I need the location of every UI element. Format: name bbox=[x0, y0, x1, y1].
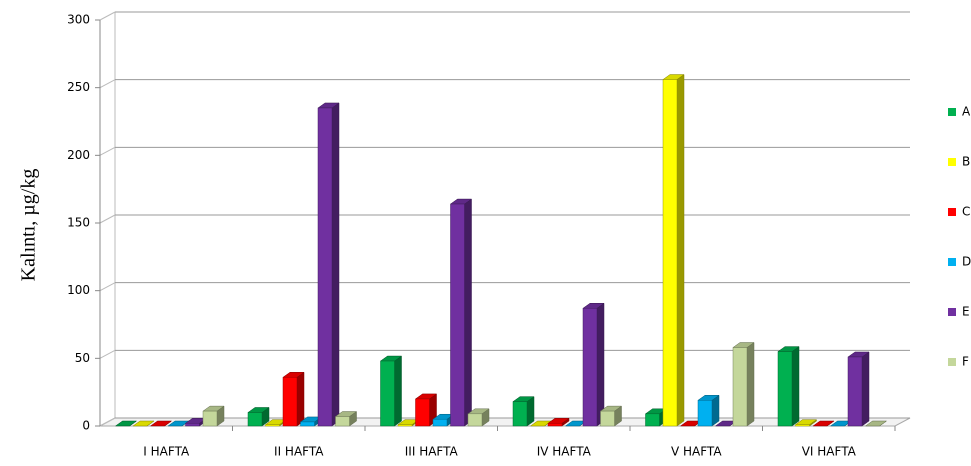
grid-diag bbox=[99, 282, 116, 292]
bar-front bbox=[582, 308, 598, 427]
legend-label: C bbox=[962, 205, 970, 219]
bar bbox=[847, 351, 870, 427]
bar bbox=[732, 342, 755, 427]
bar-top bbox=[114, 420, 138, 427]
bar-front bbox=[202, 410, 218, 427]
bar-front bbox=[282, 377, 298, 427]
bar bbox=[282, 371, 305, 427]
legend-swatch bbox=[948, 308, 956, 316]
bar-top bbox=[864, 420, 888, 427]
bar bbox=[467, 408, 490, 427]
bar-front bbox=[397, 424, 413, 427]
bar-front bbox=[600, 410, 615, 427]
bar bbox=[379, 355, 403, 427]
legend-label: E bbox=[962, 305, 970, 319]
bar-front bbox=[432, 418, 448, 427]
bar-front bbox=[732, 347, 748, 427]
bar-top bbox=[812, 420, 835, 427]
grid-diag bbox=[99, 146, 116, 156]
grid-diag bbox=[99, 349, 116, 359]
bar-side bbox=[464, 198, 472, 427]
bar bbox=[334, 411, 358, 427]
bar bbox=[114, 420, 138, 427]
x-tick-label: V HAFTA bbox=[671, 445, 722, 459]
bar-front bbox=[335, 416, 350, 427]
bar-front bbox=[265, 424, 280, 427]
bar-side bbox=[296, 371, 305, 427]
bar bbox=[599, 405, 623, 427]
bar bbox=[132, 420, 155, 427]
y-axis-label: Kalıntı, µg/kg bbox=[18, 169, 40, 282]
bar bbox=[202, 405, 225, 427]
bar-front bbox=[467, 413, 483, 427]
x-tick-label: II HAFTA bbox=[274, 445, 324, 459]
bar bbox=[547, 417, 570, 427]
x-tick-label: IV HAFTA bbox=[537, 445, 592, 459]
bar-side bbox=[791, 346, 800, 427]
y-tick-label: 0 bbox=[82, 419, 90, 433]
grid-diag bbox=[99, 11, 116, 21]
bar-side bbox=[331, 102, 340, 427]
x-tick-label: I HAFTA bbox=[143, 445, 190, 459]
legend-label: B bbox=[962, 155, 970, 169]
bar bbox=[449, 198, 473, 427]
bar bbox=[149, 420, 173, 427]
bar bbox=[697, 394, 720, 427]
bar bbox=[662, 74, 685, 427]
bar-front bbox=[415, 398, 430, 427]
bar bbox=[512, 396, 535, 427]
y-tick-label: 200 bbox=[67, 148, 90, 162]
bar-side bbox=[746, 342, 755, 427]
bar-front bbox=[777, 351, 793, 427]
legend-swatch bbox=[948, 258, 956, 266]
bar bbox=[794, 419, 818, 427]
legend-swatch bbox=[948, 358, 956, 366]
bar-top bbox=[132, 420, 155, 427]
x-tick-label: VI HAFTA bbox=[802, 445, 857, 459]
bar-front bbox=[247, 412, 263, 427]
bar-side bbox=[861, 351, 870, 427]
legend-label: F bbox=[962, 355, 969, 369]
y-tick-label: 300 bbox=[67, 13, 90, 27]
legend-swatch bbox=[948, 158, 956, 166]
bar-front bbox=[547, 423, 563, 427]
bar-front bbox=[795, 424, 810, 427]
bar-front bbox=[300, 421, 315, 427]
bar bbox=[812, 420, 835, 427]
legend-swatch bbox=[948, 208, 956, 216]
bar-front bbox=[185, 423, 200, 427]
bar-top bbox=[149, 420, 173, 427]
bar-side bbox=[596, 302, 605, 427]
y-tick-label: 100 bbox=[67, 283, 90, 297]
legend-swatch bbox=[948, 108, 956, 116]
bar bbox=[777, 346, 800, 427]
grid-diag bbox=[99, 79, 116, 89]
legend-label: A bbox=[962, 105, 971, 119]
grid-diag bbox=[99, 214, 116, 224]
bar-side bbox=[711, 394, 720, 427]
bar bbox=[582, 302, 605, 427]
y-tick-label: 150 bbox=[67, 216, 90, 230]
bar-front bbox=[847, 356, 863, 427]
bar-front bbox=[450, 203, 465, 427]
bar-front bbox=[697, 400, 713, 427]
bar bbox=[317, 102, 340, 427]
bar-side bbox=[676, 74, 685, 427]
grid-diag bbox=[99, 417, 116, 427]
x-tick-label: III HAFTA bbox=[405, 445, 459, 459]
bar-front bbox=[662, 79, 678, 427]
y-tick-label: 50 bbox=[75, 351, 90, 365]
bar bbox=[247, 406, 270, 427]
legend-label: D bbox=[962, 255, 971, 269]
bar bbox=[864, 420, 888, 427]
bar-front bbox=[645, 413, 660, 427]
bar-front bbox=[512, 401, 528, 427]
bar-front bbox=[317, 107, 333, 427]
bar-front bbox=[380, 360, 395, 427]
bar-side bbox=[394, 355, 402, 427]
y-tick-label: 250 bbox=[67, 80, 90, 94]
